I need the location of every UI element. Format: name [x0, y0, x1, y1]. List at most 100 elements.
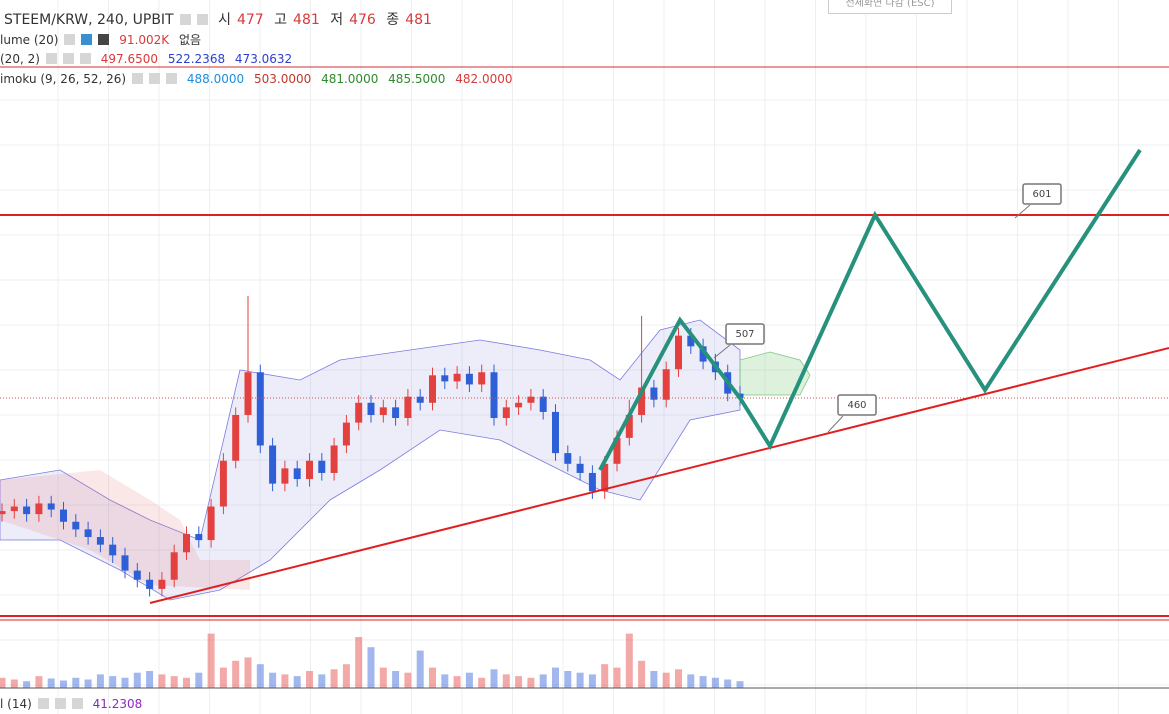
- candle-body: [170, 552, 178, 580]
- volume-bar: [0, 677, 6, 688]
- ichimoku-cloud: [739, 351, 811, 396]
- candle-body: [625, 414, 633, 438]
- candle-body: [96, 537, 104, 545]
- candle-body: [588, 472, 596, 492]
- candle-body: [416, 396, 424, 403]
- candle-body: [699, 346, 707, 362]
- projection-path: [598, 148, 1142, 471]
- volume-bar: [342, 664, 350, 688]
- ohlc-label: 고: [274, 12, 288, 28]
- indicator-legend: lume (20) 91.002K 없음: [0, 31, 207, 48]
- volume-bar: [638, 660, 646, 688]
- candle-body: [133, 570, 141, 580]
- indicator-value: 없음: [178, 33, 202, 47]
- volume-bar: [244, 657, 252, 688]
- candle-body: [72, 521, 80, 530]
- ohlc-label: 종: [386, 12, 400, 28]
- volume-bar: [355, 637, 363, 688]
- volume-bar: [392, 671, 400, 688]
- volume-bar: [416, 650, 424, 688]
- volume-bar: [490, 669, 498, 688]
- symbol-legend: STEEM/KRW, 240, UPBIT 시 477 고 481 저 476 종 48…: [4, 9, 438, 29]
- candle-body: [355, 402, 363, 423]
- callout-label: 601: [1032, 189, 1051, 200]
- candle-body: [35, 503, 43, 515]
- volume-bar: [146, 671, 154, 688]
- volume-bar: [195, 672, 203, 688]
- candle-body: [687, 335, 695, 347]
- callout-label: 507: [735, 329, 754, 340]
- ohlc-label: 저: [330, 12, 344, 28]
- volume-bar: [133, 672, 141, 688]
- volume-bar: [502, 674, 510, 688]
- ohlc-value: 477: [236, 12, 264, 28]
- volume-bar: [576, 672, 584, 688]
- bottom-indicator-legend: l (14) 41.2308: [0, 697, 148, 711]
- trend-line: [149, 347, 1169, 604]
- candle-body: [84, 529, 92, 538]
- candle-body: [0, 511, 6, 515]
- volume-bar: [601, 664, 609, 688]
- volume-bar: [269, 672, 277, 688]
- callout: 601: [1014, 183, 1062, 219]
- candle-body: [515, 402, 523, 408]
- candle-body: [244, 372, 252, 415]
- callout: 507: [713, 323, 765, 359]
- volume-bar: [736, 681, 744, 688]
- volume-bar: [465, 672, 473, 688]
- candle-body: [293, 468, 301, 480]
- callout-label: 460: [847, 400, 866, 411]
- candle-body: [392, 407, 400, 419]
- ichimoku-cloud: [0, 470, 250, 590]
- candle-body: [539, 396, 547, 412]
- volume-bar: [293, 676, 301, 688]
- candle-body: [552, 411, 559, 454]
- candle-body: [306, 460, 313, 480]
- candle-body: [650, 387, 658, 400]
- volume-bar: [613, 667, 621, 688]
- volume-bar: [96, 674, 104, 688]
- candle-body: [478, 372, 486, 385]
- volume-bar: [281, 674, 289, 688]
- volume-bar: [219, 667, 227, 688]
- volume-bar: [724, 679, 732, 688]
- candle-body: [23, 506, 31, 515]
- candle-body: [601, 463, 609, 492]
- candle-body: [576, 463, 584, 473]
- volume-bar: [552, 667, 559, 688]
- candle-body: [158, 579, 166, 589]
- volume-bar: [379, 667, 387, 688]
- indicator-value: 522.2368: [167, 52, 226, 66]
- volume: [0, 633, 744, 688]
- indicator-legend: imoku (9, 26, 52, 26) 488.0000 503.0000 …: [0, 72, 519, 86]
- volume-bar: [588, 674, 596, 688]
- candle-body: [318, 460, 326, 473]
- volume-bar: [183, 677, 190, 688]
- volume-bar: [207, 633, 215, 688]
- fullscreen-hint[interactable]: 전체화면 나감 (ESC): [828, 0, 952, 14]
- candle-body: [109, 544, 117, 556]
- volume-bar: [650, 671, 658, 688]
- candle-body: [10, 506, 18, 512]
- indicator-value: 485.5000: [388, 72, 446, 86]
- candle-body: [146, 579, 154, 589]
- ohlc-value: 481: [293, 12, 320, 28]
- volume-bar: [404, 672, 412, 688]
- candle-body: [219, 460, 227, 507]
- indicator-legend: (20, 2) 497.6500 522.2368 473.0632: [0, 52, 298, 66]
- ohlc-label: 시: [218, 12, 231, 28]
- candle-body: [527, 396, 535, 403]
- volume-bar: [675, 669, 682, 688]
- indicator-name: imoku (9, 26, 52, 26): [0, 72, 127, 86]
- volume-bar: [515, 676, 523, 688]
- indicator-name: (20, 2): [0, 52, 40, 66]
- indicator-name: l (14): [0, 697, 32, 711]
- volume-bar: [306, 671, 313, 688]
- candle-body: [256, 372, 264, 446]
- candle-body: [269, 445, 277, 484]
- indicator-value: 41.2308: [92, 697, 143, 711]
- ohlc-value: 481: [405, 12, 432, 28]
- symbol: STEEM/KRW, 240, UPBIT: [4, 12, 174, 28]
